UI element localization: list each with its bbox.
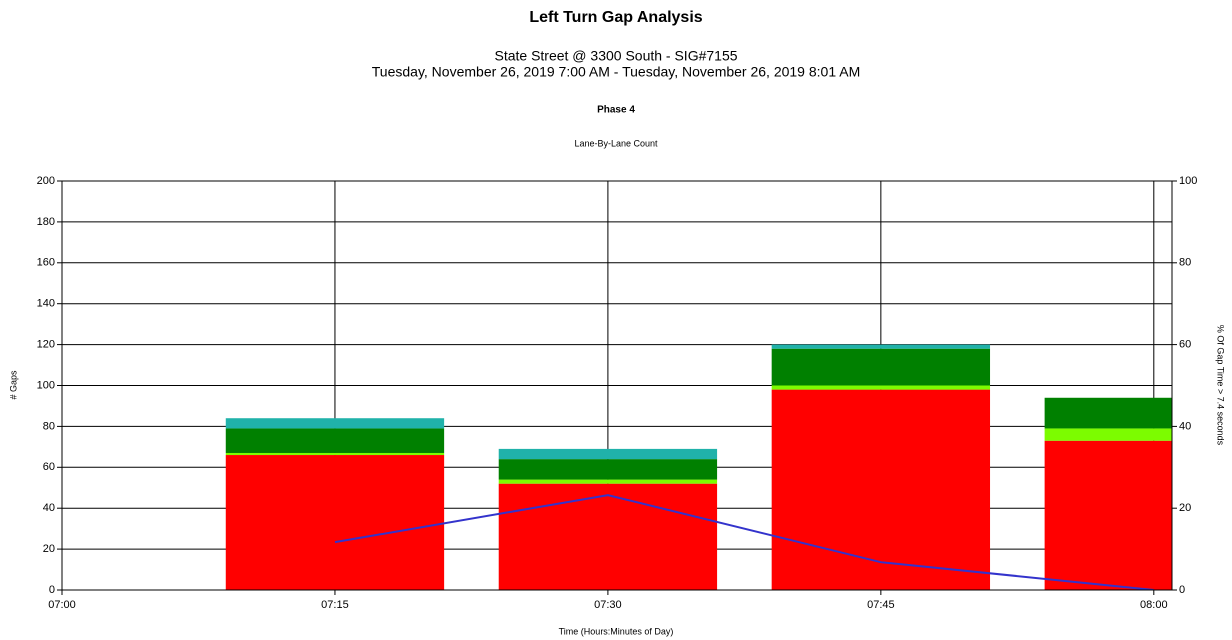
- bar-segment: [1044, 440, 1172, 590]
- bar-segment: [225, 455, 445, 590]
- bar-segment: [771, 385, 991, 390]
- y2-tick-label: 20: [1179, 502, 1191, 514]
- x-tick-label: 07:30: [594, 599, 622, 611]
- y-tick-label: 60: [43, 461, 55, 473]
- plot-marks: [225, 344, 1172, 590]
- y-tick-label: 0: [49, 584, 55, 596]
- x-tick-label: 07:00: [48, 599, 76, 611]
- y-tick-label: 80: [43, 420, 55, 432]
- y2-tick-label: 40: [1179, 420, 1191, 432]
- bar-segment: [225, 452, 445, 456]
- caption: Lane-By-Lane Count: [574, 138, 658, 148]
- chart-title: Left Turn Gap Analysis: [529, 9, 702, 26]
- y-tick-label: 180: [37, 216, 55, 228]
- x-axis-title: Time (Hours:Minutes of Day): [559, 626, 674, 636]
- bar-segment: [1044, 428, 1172, 441]
- axes: 0 20 40 60 80 100 120 140 160 180 200 0 20 40 60 80 100 0…: [37, 175, 1198, 611]
- bar-segment: [498, 479, 718, 484]
- y-tick-label: 100: [37, 379, 55, 391]
- x-tick-label: 07:45: [867, 599, 895, 611]
- x-tick-label: 08:00: [1140, 599, 1168, 611]
- bar-segment: [225, 418, 445, 429]
- bar-segment: [771, 344, 991, 349]
- bar-segment: [1044, 397, 1172, 429]
- y2-tick-label: 80: [1179, 257, 1191, 269]
- phase: Phase 4: [597, 105, 635, 116]
- y2-tick-label: 60: [1179, 339, 1191, 351]
- y-tick-label: 40: [43, 502, 55, 514]
- y-tick-label: 20: [43, 543, 55, 555]
- y-axis-title: # Gaps: [8, 370, 18, 400]
- bar-segment: [771, 389, 991, 590]
- subtitle: State Street @ 3300 South - SIG#7155: [494, 48, 737, 64]
- y-tick-label: 160: [37, 257, 55, 269]
- bar-segment: [771, 348, 991, 386]
- bar-segment: [498, 448, 718, 460]
- plot-frame: [61, 180, 1173, 591]
- subtitle: Tuesday, November 26, 2019 7:00 AM - Tue…: [372, 64, 860, 80]
- x-tick-label: 07:15: [321, 599, 349, 611]
- line: [334, 494, 1154, 590]
- y2-tick-label: 100: [1179, 175, 1197, 187]
- bar-segment: [498, 459, 718, 480]
- y-tick-label: 200: [37, 175, 55, 187]
- y2-axis-title: % Of Gap Time > 7.4 seconds: [1216, 325, 1226, 446]
- y2-tick-label: 0: [1179, 584, 1185, 596]
- bar-segment: [225, 428, 445, 453]
- y-tick-label: 120: [37, 339, 55, 351]
- bar-segment: [498, 483, 718, 590]
- y-tick-label: 140: [37, 298, 55, 310]
